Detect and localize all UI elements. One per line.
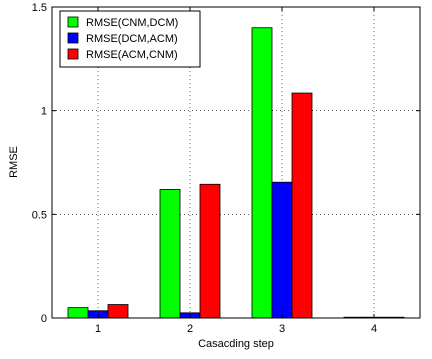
grid-lines: [52, 7, 420, 318]
legend-swatch-2: [67, 32, 79, 44]
y-tick-label-3: 1.5: [32, 2, 47, 14]
legend-label-2: RMSE(DCM,ACM): [86, 33, 178, 45]
bar-series-1-cat-2: [159, 189, 181, 319]
legend-box: [59, 10, 201, 68]
bar-series-3-cat-1: [107, 304, 129, 319]
y-tick-label-2: 1: [41, 106, 47, 118]
bar-series-1-cat-3: [251, 27, 273, 319]
bar-series-3-cat-2: [199, 183, 221, 319]
plot-frame: [51, 6, 421, 319]
x-tick-label-3: 4: [371, 323, 377, 335]
bar-series-1-cat-1: [67, 307, 89, 319]
x-tick-label-1: 2: [187, 323, 193, 335]
y-axis-label: RMSE: [8, 146, 20, 178]
bar-series-2-cat-3: [271, 181, 293, 319]
legend-swatch-1: [67, 16, 79, 28]
ticks: 0 0.5 1 1.5 1 2 3 4: [32, 2, 420, 335]
x-tick-label-2: 3: [279, 323, 285, 335]
x-tick-label-0: 1: [95, 323, 101, 335]
legend: RMSE(CNM,DCM) RMSE(DCM,ACM) RMSE(ACM,CNM): [59, 10, 201, 68]
legend-swatch-3: [67, 48, 79, 60]
bar-series-3-cat-3: [291, 92, 313, 319]
legend-label-1: RMSE(CNM,DCM): [86, 17, 178, 29]
y-tick-label-1: 0.5: [32, 209, 47, 221]
x-axis-label: Casacding step: [198, 338, 274, 350]
y-tick-label-0: 0: [41, 313, 47, 325]
legend-label-3: RMSE(ACM,CNM): [86, 49, 178, 61]
